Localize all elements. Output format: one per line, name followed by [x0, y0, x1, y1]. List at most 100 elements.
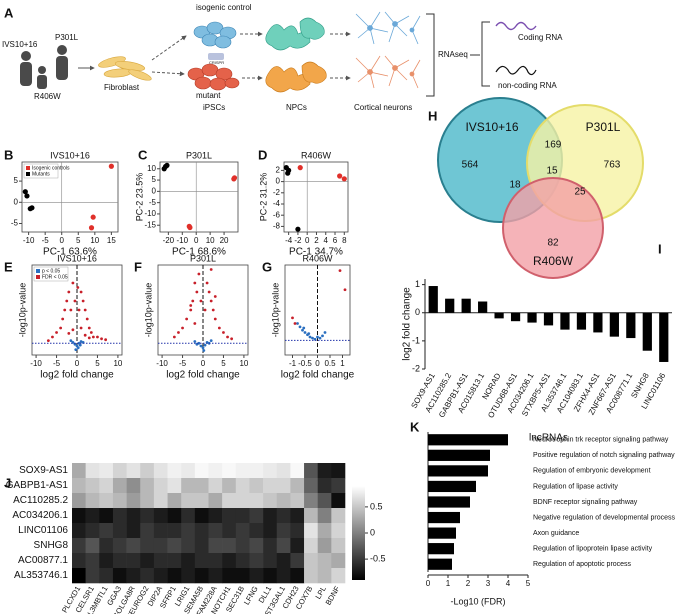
- row-label: GABPB1-AS1: [6, 480, 69, 491]
- legend-swatch: [36, 275, 40, 279]
- data-point: [69, 339, 73, 342]
- data-point: [74, 348, 78, 351]
- bar: [428, 480, 476, 493]
- data-point: [226, 335, 229, 339]
- heatmap-cell: [290, 478, 305, 494]
- heatmap-cell: [263, 478, 278, 494]
- mutant-npc-cells: [265, 61, 327, 93]
- heatmap-cell: [235, 463, 250, 479]
- data-point: [213, 317, 217, 321]
- data-point: [78, 343, 82, 347]
- data-point: [230, 337, 234, 341]
- heatmap-cell: [85, 553, 100, 569]
- colorbar-label: -0.5: [370, 553, 386, 563]
- panel-title: R406W: [301, 150, 332, 160]
- mutant-neurons: [355, 55, 421, 89]
- heatmap-cell: [208, 478, 223, 494]
- data-point: [297, 165, 303, 171]
- heatmap-cell: [222, 523, 237, 539]
- legend-swatch: [26, 172, 30, 176]
- heatmap-cell: [112, 538, 127, 554]
- x-axis-label: lncRNAs: [529, 433, 568, 444]
- data-point: [293, 322, 297, 325]
- data-point: [90, 214, 96, 220]
- heatmap-cell: [194, 553, 209, 569]
- y-tick-label: -10: [144, 209, 156, 218]
- heatmap-cell: [181, 493, 196, 509]
- data-point: [203, 343, 207, 347]
- heatmap-cell: [126, 523, 141, 539]
- heatmap-cell: [140, 493, 155, 509]
- heatmap-cell: [304, 508, 318, 524]
- heatmap-cell: [276, 478, 291, 494]
- panel-letter: C: [138, 147, 148, 162]
- legend-swatch: [26, 166, 30, 170]
- heatmap-cell: [99, 463, 114, 479]
- data-point: [77, 308, 81, 312]
- heatmap-cell: [249, 568, 264, 584]
- bracket: [426, 13, 435, 97]
- x-axis-label: log2 fold change: [166, 370, 240, 381]
- data-point: [71, 281, 75, 285]
- heatmap-cell: [181, 463, 196, 479]
- heatmap-cell: [249, 523, 264, 539]
- bar: [428, 465, 488, 477]
- heatmap-cell: [140, 568, 155, 584]
- noncoding-rna-icon: [495, 65, 537, 76]
- heatmap-cell: [249, 478, 264, 494]
- data-point: [189, 304, 193, 307]
- data-point: [164, 162, 170, 168]
- panel-letter: G: [262, 259, 272, 274]
- legend-box: [23, 163, 59, 179]
- venn-set-label: IVS10+16: [465, 120, 518, 134]
- heatmap-cell: [85, 463, 100, 479]
- row-label: LINC01106: [18, 525, 68, 536]
- plot-frame: [159, 161, 239, 233]
- heatmap-cell: [72, 493, 86, 509]
- heatmap-cell: [235, 568, 250, 584]
- heatmap-cell: [317, 568, 332, 584]
- x-tick-label: -10: [30, 359, 42, 368]
- y-axis-label: -log10p-value: [17, 283, 27, 338]
- heatmap-cell: [331, 463, 346, 479]
- x-axis-label: PC-1 34.7%: [289, 247, 343, 258]
- heatmap-cell: [181, 538, 196, 554]
- heatmap-cell: [126, 568, 141, 584]
- data-point: [61, 317, 65, 321]
- heatmap-cell: [331, 478, 346, 494]
- heatmap-cell: [72, 463, 86, 479]
- heatmap-cell: [235, 523, 250, 539]
- heatmap-cell: [140, 523, 155, 539]
- category-label: Regulation of apoptotic process: [533, 561, 632, 568]
- x-tick-label: 0: [194, 236, 199, 245]
- heatmap-cell: [194, 463, 209, 479]
- bar: [609, 312, 619, 337]
- heatmap-cell: [263, 553, 278, 569]
- x-tick-label: -5: [53, 359, 61, 368]
- legend-box: [33, 266, 69, 282]
- x-tick-label: 0: [201, 359, 206, 368]
- heatmap-cell: [208, 538, 223, 554]
- legend-label: FDR < 0.05: [42, 274, 68, 280]
- x-tick-label: 0.5: [324, 359, 336, 368]
- data-point: [199, 299, 203, 303]
- y-axis-label: -log10p-value: [143, 283, 153, 338]
- data-point: [298, 325, 302, 329]
- data-point: [197, 272, 201, 276]
- heatmap-cell: [263, 568, 278, 584]
- data-point: [96, 335, 99, 339]
- control-ipsc-cells: [193, 21, 237, 49]
- stage-label: mutant: [196, 91, 221, 100]
- data-point: [295, 226, 301, 232]
- x-tick-label: -1: [289, 359, 297, 368]
- data-point: [83, 333, 87, 337]
- heatmap-cell: [331, 523, 346, 539]
- stage-label: iPSCs: [203, 103, 225, 112]
- data-point: [55, 331, 58, 334]
- x-tick-label: -10: [177, 236, 189, 245]
- heatmap-cell: [85, 523, 100, 539]
- bracket: [470, 21, 490, 87]
- x-tick-label: 5: [526, 579, 531, 588]
- data-point: [46, 339, 50, 342]
- heatmap-cell: [331, 508, 346, 524]
